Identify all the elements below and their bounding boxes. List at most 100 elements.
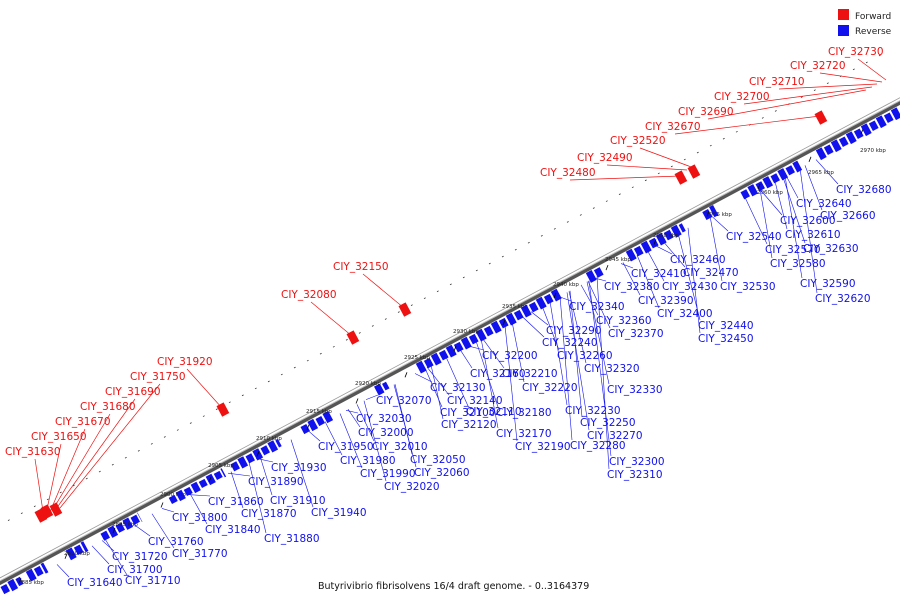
reverse-leader-line	[151, 513, 175, 549]
tick-mark	[160, 502, 164, 508]
legend-forward-label: Forward	[855, 12, 891, 22]
reverse-gene-label: CIY_31840	[205, 524, 261, 536]
reverse-leader-line	[259, 456, 273, 496]
guide-dot	[137, 449, 140, 452]
reverse-gene-block	[670, 224, 682, 238]
guide-dot	[865, 61, 868, 64]
guide-dot	[592, 207, 595, 209]
reverse-leader-line	[445, 356, 469, 407]
guide-dot	[241, 394, 244, 397]
guide-dot	[800, 96, 803, 98]
reverse-leader-line	[710, 215, 729, 232]
reverse-leader-line	[504, 325, 518, 442]
guide-dot	[163, 436, 166, 438]
tick-mark	[605, 264, 609, 271]
tick-label: 2885 kbp	[18, 580, 44, 586]
reverse-gene-block	[205, 473, 216, 486]
forward-gene-block	[814, 110, 828, 125]
reverse-leader-line	[347, 409, 361, 428]
reverse-gene-block	[883, 112, 894, 123]
reverse-gene-label: CIY_32130	[430, 382, 486, 394]
reverse-leader-line	[414, 373, 433, 383]
guide-dot	[462, 276, 465, 279]
reverse-gene-label: CIY_31940	[311, 507, 367, 519]
reverse-leader-line	[566, 292, 590, 431]
guide-dot	[7, 519, 10, 521]
tick-label: 2930 kbp	[453, 329, 479, 335]
guide-dot	[423, 297, 426, 300]
guide-dot	[306, 359, 309, 362]
guide-dot	[254, 387, 257, 390]
reverse-gene-label: CIY_32020	[384, 481, 440, 493]
reverse-leader-line	[784, 176, 803, 279]
guide-dot	[683, 158, 686, 161]
reverse-gene-block	[260, 445, 270, 456]
reverse-gene-label: CIY_32200	[482, 350, 538, 362]
reverse-leader-line	[466, 345, 485, 351]
guide-dot	[579, 214, 582, 216]
tick-label: 2935 kbp	[502, 304, 528, 310]
guide-dot	[852, 68, 855, 71]
reverse-leader-line	[230, 471, 244, 509]
guide-dot	[358, 332, 361, 334]
legend: Forward Reverse	[838, 9, 892, 37]
reverse-leader-line	[709, 216, 723, 282]
guide-dot	[475, 269, 478, 272]
reverse-leader-line	[677, 233, 701, 321]
reverse-leader-line	[558, 296, 572, 302]
reverse-gene-label: CIY_32530	[720, 281, 776, 293]
forward-gene-block	[398, 302, 412, 317]
reverse-gene-label: CIY_32170	[496, 428, 552, 440]
reverse-gene-label: CIY_32570	[765, 244, 821, 256]
forward-gene-block	[346, 330, 360, 345]
reverse-leader-line	[104, 538, 128, 576]
reverse-gene-label: CIY_32430	[662, 281, 718, 293]
reverse-leader-line	[459, 349, 473, 369]
guide-dot	[514, 248, 517, 251]
reverse-gene-label: CIY_32340	[569, 301, 625, 313]
reverse-gene-block	[678, 223, 686, 233]
reverse-leader-line	[290, 439, 314, 508]
reverse-gene-label: CIY_31700	[107, 564, 163, 576]
reverse-leader-line	[189, 493, 208, 525]
reverse-leader-line	[307, 430, 321, 442]
reverse-gene-block	[315, 415, 325, 427]
reverse-gene-block	[585, 270, 597, 283]
guide-dot	[124, 456, 127, 459]
tick-mark	[112, 527, 116, 534]
reverse-gene-label: CIY_32100	[440, 407, 496, 419]
reverse-gene-label: CIY_32610	[785, 229, 841, 241]
tick-label: 2965 kbp	[808, 170, 834, 176]
tick-mark	[355, 398, 359, 404]
reverse-gene-block	[230, 461, 240, 472]
tick-mark	[208, 476, 212, 483]
guide-dot	[293, 366, 296, 369]
forward-gene-label: CIY_32690	[678, 106, 734, 118]
reverse-leader-line	[345, 409, 359, 414]
reverse-gene-block	[860, 123, 872, 137]
reverse-leader-line	[593, 277, 607, 282]
reverse-gene-block	[73, 544, 84, 556]
reverse-gene-block	[130, 514, 140, 525]
reverse-gene-label: CIY_32450	[698, 333, 754, 345]
reverse-gene-label: CIY_32250	[580, 417, 636, 429]
tick-mark	[502, 319, 506, 326]
reverse-gene-label: CIY_32460	[670, 254, 726, 266]
reverse-leader-line	[161, 508, 175, 513]
guide-dot	[59, 491, 62, 494]
reverse-leader-line	[646, 249, 665, 282]
tick-label: 2910 kbp	[256, 436, 282, 442]
forward-gene-label: CIY_31750	[130, 371, 186, 383]
reverse-gene-label: CIY_32010	[372, 441, 428, 453]
guide-dot	[709, 144, 712, 147]
reverse-gene-label: CIY_32540	[726, 231, 782, 243]
guide-dot	[644, 179, 647, 182]
reverse-gene-label: CIY_32330	[607, 384, 663, 396]
guide-dot	[527, 241, 530, 244]
tick-label: 2895 kbp	[112, 522, 138, 528]
reverse-gene-block	[709, 204, 719, 218]
guide-dot	[345, 339, 348, 341]
reverse-gene-block	[520, 304, 532, 318]
guide-dot	[826, 82, 829, 85]
